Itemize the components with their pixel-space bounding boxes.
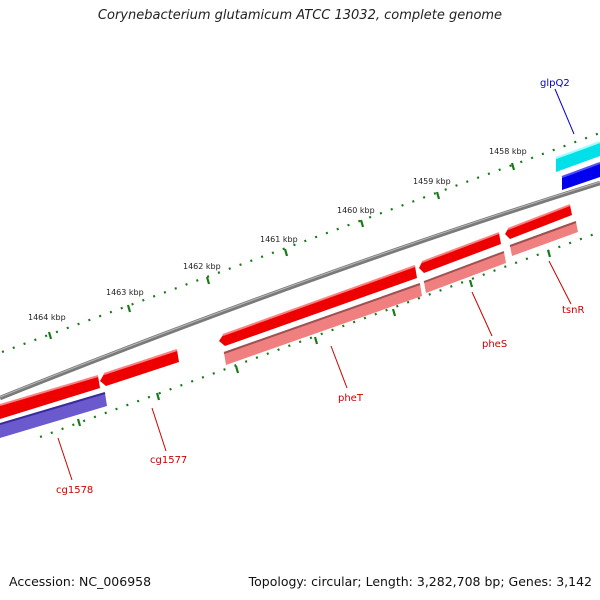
gene-label-cg1577[interactable]: cg1577 <box>150 455 187 466</box>
outer-major-ticks <box>47 162 516 340</box>
gene-labels: glpQ2 tsnR pheS pheT cg1577 cg1578 <box>56 78 584 496</box>
gene-pheT-cds[interactable] <box>219 265 417 346</box>
cds-row-forward <box>0 204 572 419</box>
outer-minor-ticks <box>1 131 600 354</box>
gene-label-pheT[interactable]: pheT <box>338 393 364 404</box>
inner-major-ticks <box>76 249 552 427</box>
genome-summary-text: Topology: circular; Length: 3,282,708 bp… <box>248 574 592 589</box>
accession-text: Accession: NC_006958 <box>9 574 152 589</box>
scale-label-1464: 1464 kbp <box>28 313 66 322</box>
map-title: Corynebacterium glutamicum ATCC 13032, c… <box>97 8 503 23</box>
gene-label-tsnR[interactable]: tsnR <box>562 305 584 316</box>
scale-label-1462: 1462 kbp <box>183 262 221 271</box>
gene-label-glpQ2[interactable]: glpQ2 <box>540 78 570 89</box>
scale-label-1463: 1463 kbp <box>106 288 144 297</box>
scale-labels: 1458 kbp 1459 kbp 1460 kbp 1461 kbp 1462… <box>28 147 527 322</box>
scale-label-1460: 1460 kbp <box>337 206 375 215</box>
scale-label-1461: 1461 kbp <box>260 235 298 244</box>
gene-tsnR-cds[interactable] <box>505 204 572 239</box>
gene-pheT-feature[interactable] <box>223 283 422 365</box>
gene-cg1578-cds[interactable] <box>0 375 100 419</box>
scale-label-1459: 1459 kbp <box>413 177 451 186</box>
gene-glpQ2-feature[interactable] <box>555 141 600 172</box>
gene-label-pheS[interactable]: pheS <box>482 339 507 350</box>
inner-minor-ticks <box>39 230 600 439</box>
scale-label-1458: 1458 kbp <box>489 147 527 156</box>
gene-cg1577-cds[interactable] <box>100 349 179 386</box>
feature-row <box>0 221 578 438</box>
gene-cg1578-feature[interactable] <box>0 392 107 438</box>
gene-pheS-feature[interactable] <box>423 251 506 293</box>
gene-pheS-cds[interactable] <box>419 232 501 273</box>
gene-tsnR-feature[interactable] <box>509 221 578 256</box>
backbone <box>0 180 600 401</box>
gene-label-cg1578[interactable]: cg1578 <box>56 485 93 496</box>
gene-glpQ2-cds[interactable] <box>561 162 600 190</box>
